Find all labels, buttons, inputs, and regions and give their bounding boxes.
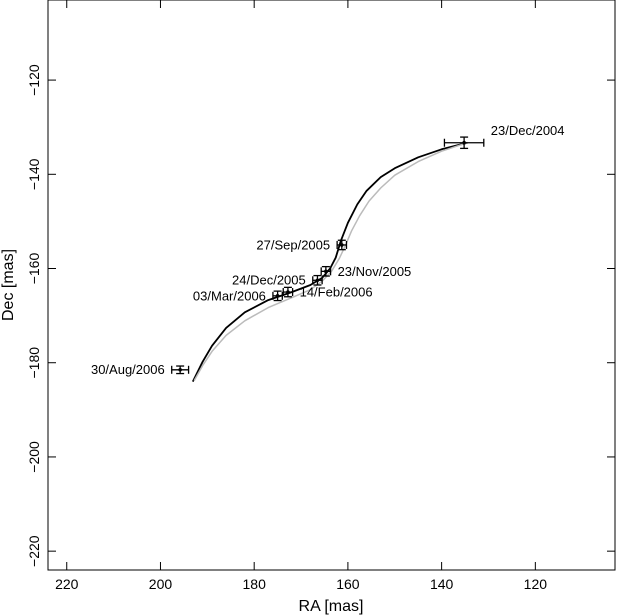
data-point [336, 239, 348, 251]
data-point [282, 286, 294, 298]
data-point-marker [178, 367, 182, 372]
point-label: 03/Mar/2006 [193, 288, 266, 303]
y-axis-title: Dec [mas] [0, 249, 17, 321]
point-label: 30/Aug/2006 [91, 362, 165, 377]
data-points [171, 136, 485, 375]
data-point-marker [324, 269, 328, 274]
y-tick-label: −120 [26, 64, 42, 96]
point-label: 23/Nov/2005 [338, 264, 412, 279]
y-tick-label: −200 [26, 441, 42, 473]
data-point [320, 265, 332, 277]
data-point [443, 136, 485, 150]
x-tick-label: 120 [524, 576, 548, 592]
y-tick-label: −140 [26, 158, 42, 190]
data-point-marker [286, 290, 290, 294]
x-tick-label: 160 [336, 576, 360, 592]
data-point-marker [462, 140, 466, 145]
point-label: 23/Dec/2004 [491, 123, 565, 138]
x-tick-label: 140 [430, 576, 454, 592]
data-point [312, 274, 323, 286]
x-tick-label: 220 [55, 576, 79, 592]
point-label: 27/Sep/2005 [256, 237, 330, 252]
point-label: 24/Dec/2005 [232, 273, 306, 288]
y-tick-label: −180 [26, 347, 42, 379]
model-curves [191, 141, 468, 382]
model-curve-2 [193, 141, 468, 381]
y-tick-label: −220 [26, 535, 42, 567]
data-point [272, 290, 283, 302]
data-point-marker [315, 278, 320, 283]
axis-ticks: 220 200 180 160 140 120 −120 −140 −160 −180 −200 −2… [26, 0, 615, 592]
data-point-marker [340, 243, 344, 247]
point-labels: 23/Dec/2004 27/Sep/2005 23/Nov/2005 24/Dec/… [91, 123, 565, 377]
x-tick-label: 180 [243, 576, 267, 592]
plot-frame [47, 0, 616, 571]
data-point-marker [275, 294, 280, 298]
y-tick-label: −160 [26, 253, 42, 285]
point-label: 14/Feb/2006 [300, 285, 373, 300]
x-tick-label: 200 [149, 576, 173, 592]
data-point [171, 365, 190, 375]
x-axis-title: RA [mas] [299, 598, 364, 615]
model-curve-1 [191, 141, 468, 382]
